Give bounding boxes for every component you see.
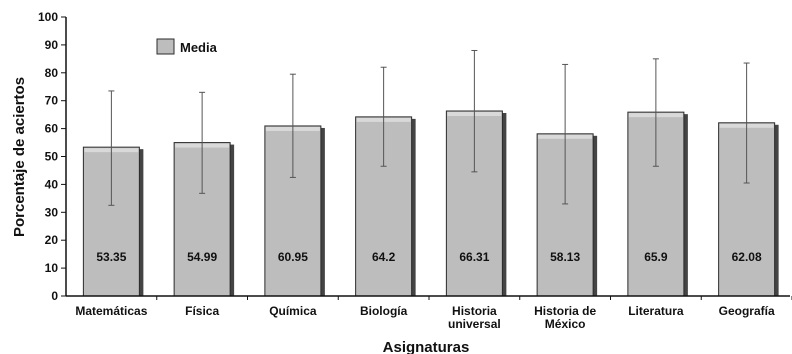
data-label: 58.13 xyxy=(550,250,580,264)
data-label: 66.31 xyxy=(459,250,489,264)
data-label: 62.08 xyxy=(732,250,762,264)
y-tick-label: 90 xyxy=(45,38,59,52)
error-bars-layer xyxy=(108,49,750,206)
legend-label: Media xyxy=(180,40,218,55)
bar-shadow xyxy=(683,114,688,296)
x-tick-label: Historia xyxy=(452,304,497,318)
x-tick-label: Historia de xyxy=(534,304,596,318)
axes-layer: Matemáticas Física Química Biología Historia… xyxy=(38,10,792,331)
bar-shadow xyxy=(320,127,325,297)
y-tick-label: 60 xyxy=(45,122,59,136)
bar-shadow xyxy=(411,118,416,296)
x-tick-label: Química xyxy=(269,304,317,318)
y-tick-label: 50 xyxy=(45,150,59,164)
x-tick-label: universal xyxy=(448,317,501,331)
y-axis-title: Porcentaje de aciertos xyxy=(11,77,28,237)
bars-layer xyxy=(82,110,779,297)
y-tick-label: 70 xyxy=(45,94,59,108)
data-label: 53.35 xyxy=(96,250,126,264)
bar-shadow xyxy=(774,124,779,296)
legend: Media xyxy=(156,38,218,55)
y-tick-label: 100 xyxy=(38,10,58,24)
data-labels-layer: 53.35 54.99 60.95 64.2 66.31 58.13 65.9 62.08 xyxy=(96,250,762,264)
data-label: 65.9 xyxy=(644,250,668,264)
x-tick-label: México xyxy=(545,317,586,331)
bar-shadow xyxy=(502,112,507,296)
x-tick-label: Biología xyxy=(360,304,408,318)
x-tick-label: Literatura xyxy=(628,304,684,318)
x-axis-title: Asignaturas xyxy=(383,339,470,354)
x-tick-label: Geografía xyxy=(719,304,775,318)
bar-shadow xyxy=(593,135,598,296)
y-tick-label: 20 xyxy=(45,233,59,247)
x-tick-label: Matemáticas xyxy=(75,304,147,318)
x-tick-label: Física xyxy=(185,304,219,318)
y-tick-label: 80 xyxy=(45,66,59,80)
y-tick-label: 0 xyxy=(51,289,58,303)
bar-shadow xyxy=(139,149,144,296)
y-tick-label: 30 xyxy=(45,205,59,219)
data-label: 54.99 xyxy=(187,250,217,264)
data-label: 64.2 xyxy=(372,250,396,264)
y-tick-label: 40 xyxy=(45,177,59,191)
bar-shadow xyxy=(230,144,235,296)
legend-swatch xyxy=(156,38,175,55)
y-tick-label: 10 xyxy=(45,261,59,275)
data-label: 60.95 xyxy=(278,250,308,264)
